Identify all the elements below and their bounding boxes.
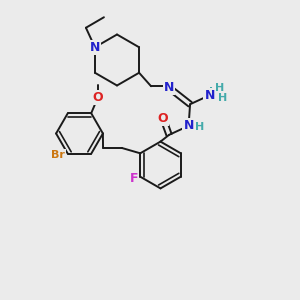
Text: H: H bbox=[195, 122, 205, 132]
Text: N: N bbox=[183, 119, 194, 132]
Text: Br: Br bbox=[51, 150, 65, 160]
Text: N: N bbox=[90, 41, 100, 54]
Text: N: N bbox=[204, 89, 215, 102]
Text: H: H bbox=[216, 95, 226, 105]
Text: N: N bbox=[164, 81, 174, 94]
Text: H: H bbox=[208, 87, 218, 97]
Text: F: F bbox=[129, 172, 138, 185]
Text: O: O bbox=[92, 91, 103, 104]
Text: H: H bbox=[215, 83, 225, 93]
Text: H: H bbox=[218, 93, 227, 103]
Text: O: O bbox=[158, 112, 168, 125]
